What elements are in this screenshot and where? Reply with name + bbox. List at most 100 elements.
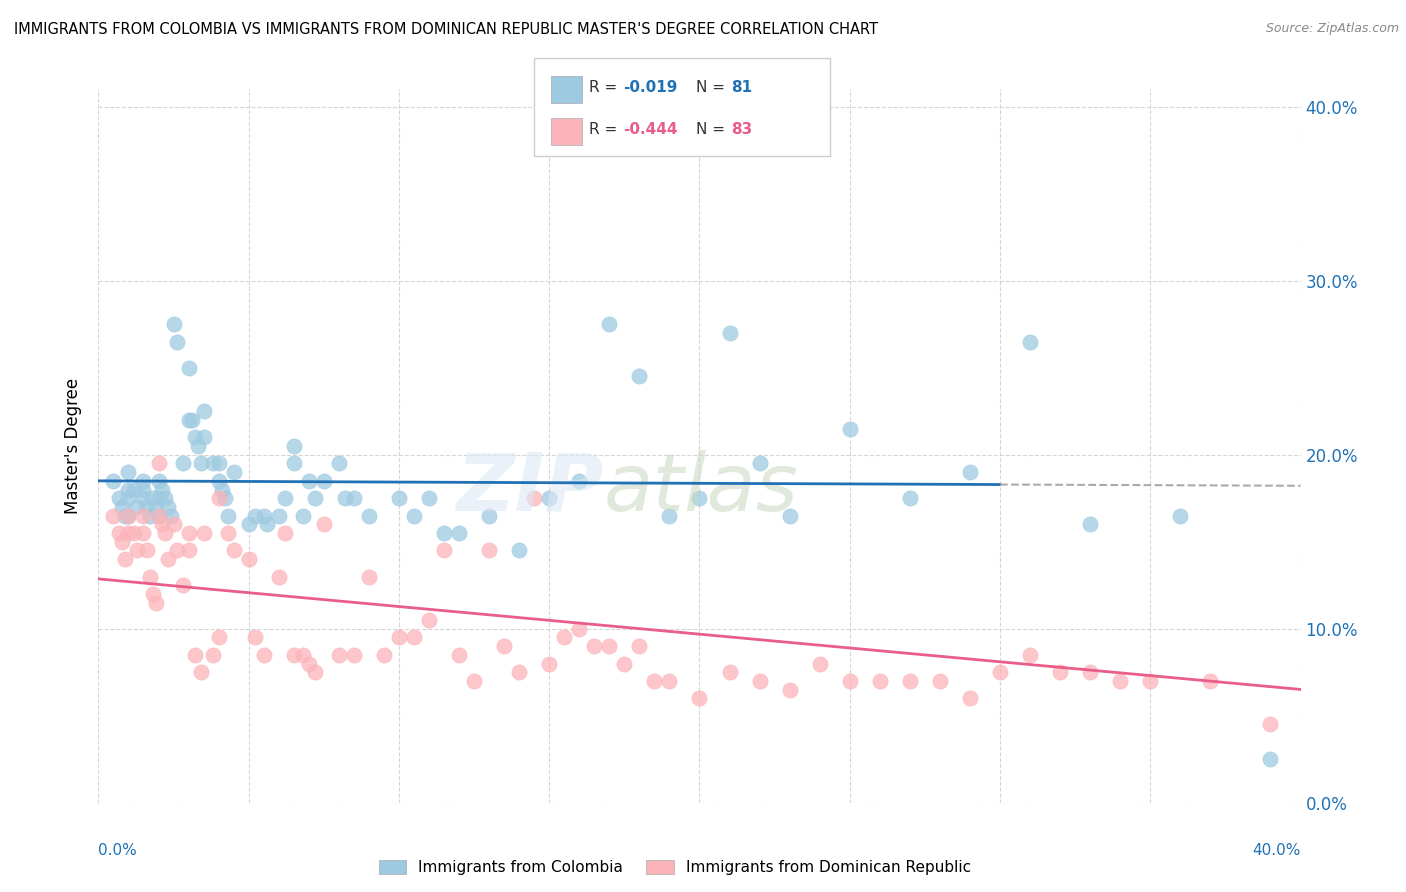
Point — [508, 543, 530, 558]
Point — [208, 631, 231, 645]
Point — [291, 508, 314, 523]
Point — [463, 673, 485, 688]
Point — [127, 500, 149, 514]
Text: 83: 83 — [731, 122, 752, 136]
Point — [172, 578, 194, 592]
Point — [222, 543, 245, 558]
Point — [418, 491, 440, 506]
Point — [538, 657, 561, 671]
Point — [148, 474, 170, 488]
Point — [838, 673, 860, 688]
Point — [402, 631, 425, 645]
Point — [148, 457, 170, 471]
Point — [598, 639, 620, 653]
Point — [929, 673, 952, 688]
Point — [201, 457, 224, 471]
Point — [628, 369, 651, 384]
Point — [208, 491, 231, 506]
Point — [1019, 648, 1042, 662]
Text: Source: ZipAtlas.com: Source: ZipAtlas.com — [1265, 22, 1399, 36]
Point — [357, 569, 380, 583]
Point — [838, 421, 860, 435]
Point — [253, 508, 276, 523]
Point — [153, 491, 176, 506]
Point — [628, 639, 651, 653]
Point — [214, 491, 236, 506]
Point — [869, 673, 891, 688]
Point — [312, 517, 335, 532]
Point — [132, 483, 155, 497]
Point — [298, 474, 321, 488]
Point — [148, 508, 170, 523]
Point — [388, 491, 411, 506]
Point — [117, 526, 139, 541]
Point — [274, 491, 297, 506]
Point — [643, 673, 665, 688]
Point — [111, 534, 134, 549]
Point — [312, 474, 335, 488]
Point — [343, 491, 366, 506]
Point — [433, 526, 456, 541]
Point — [373, 648, 395, 662]
Point — [114, 508, 136, 523]
Point — [1139, 673, 1161, 688]
Point — [388, 631, 411, 645]
Point — [959, 465, 981, 479]
Point — [193, 526, 215, 541]
Point — [613, 657, 636, 671]
Point — [898, 491, 921, 506]
Point — [808, 657, 831, 671]
Point — [132, 508, 155, 523]
Point — [1049, 665, 1071, 680]
Text: IMMIGRANTS FROM COLOMBIA VS IMMIGRANTS FROM DOMINICAN REPUBLIC MASTER'S DEGREE C: IMMIGRANTS FROM COLOMBIA VS IMMIGRANTS F… — [14, 22, 879, 37]
Point — [117, 465, 139, 479]
Point — [328, 648, 350, 662]
Point — [291, 648, 314, 662]
Point — [328, 457, 350, 471]
Point — [217, 526, 239, 541]
Point — [478, 508, 501, 523]
Point — [153, 526, 176, 541]
Point — [150, 517, 173, 532]
Point — [193, 430, 215, 444]
Point — [333, 491, 356, 506]
Point — [190, 665, 212, 680]
Point — [145, 500, 167, 514]
Point — [183, 430, 205, 444]
Point — [117, 491, 139, 506]
Text: N =: N = — [696, 80, 730, 95]
Point — [148, 491, 170, 506]
Point — [538, 491, 561, 506]
Point — [568, 622, 591, 636]
Legend: Immigrants from Colombia, Immigrants from Dominican Republic: Immigrants from Colombia, Immigrants fro… — [378, 861, 972, 875]
Point — [132, 526, 155, 541]
Point — [298, 657, 321, 671]
Point — [103, 474, 125, 488]
Point — [253, 648, 276, 662]
Point — [117, 508, 139, 523]
Point — [1260, 752, 1282, 766]
Point — [177, 543, 200, 558]
Point — [238, 517, 260, 532]
Point — [177, 360, 200, 375]
Point — [103, 508, 125, 523]
Point — [1170, 508, 1192, 523]
Point — [180, 413, 202, 427]
Point — [748, 457, 770, 471]
Point — [166, 543, 188, 558]
Point — [222, 465, 245, 479]
Point — [748, 673, 770, 688]
Text: -0.019: -0.019 — [623, 80, 678, 95]
Point — [238, 552, 260, 566]
Point — [658, 508, 681, 523]
Point — [127, 543, 149, 558]
Y-axis label: Master's Degree: Master's Degree — [65, 378, 83, 514]
Point — [1078, 665, 1101, 680]
Point — [447, 526, 470, 541]
Point — [243, 508, 266, 523]
Point — [1019, 334, 1042, 349]
Point — [177, 413, 200, 427]
Point — [988, 665, 1011, 680]
Point — [304, 665, 326, 680]
Point — [598, 317, 620, 331]
